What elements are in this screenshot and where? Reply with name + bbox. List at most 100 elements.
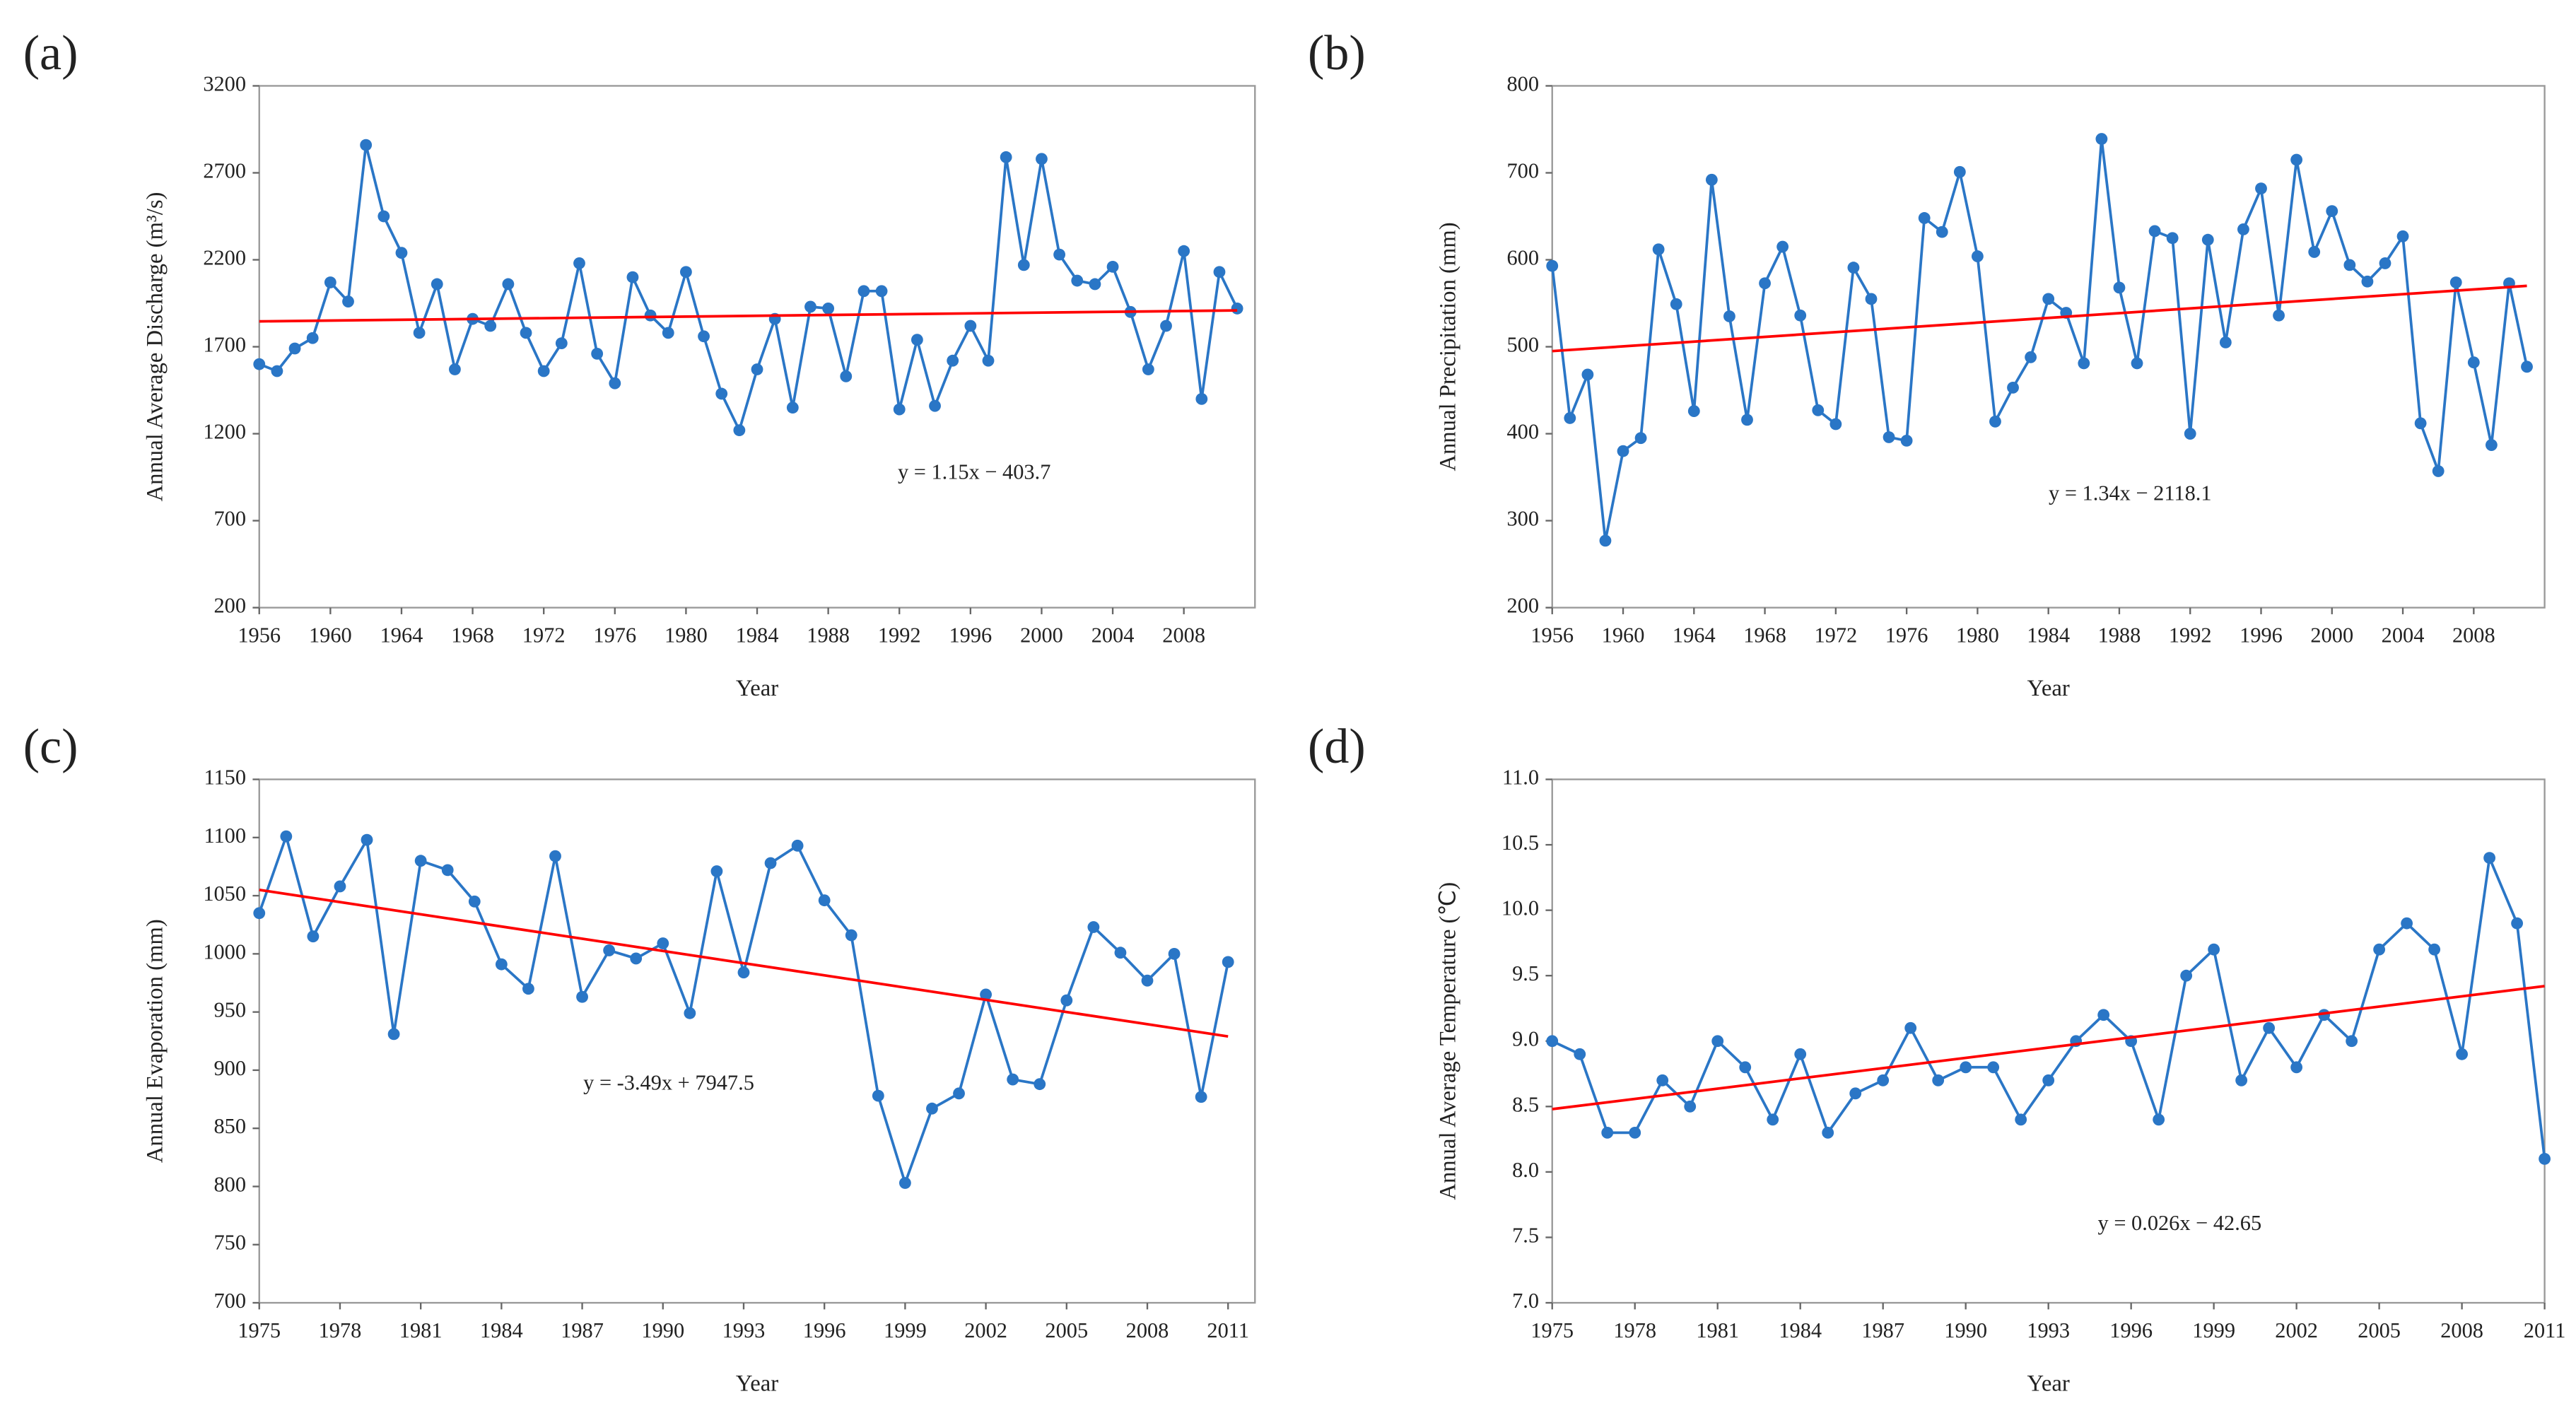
data-point bbox=[1601, 1126, 1614, 1139]
y-tick-label: 750 bbox=[214, 1231, 247, 1255]
data-point bbox=[1822, 1126, 1834, 1139]
data-point bbox=[2401, 917, 2413, 930]
data-point bbox=[2511, 917, 2524, 930]
data-point bbox=[2485, 439, 2498, 451]
data-point bbox=[555, 337, 568, 350]
data-point bbox=[1687, 405, 1700, 417]
data-point bbox=[2237, 223, 2249, 235]
data-point bbox=[872, 1089, 884, 1102]
data-point bbox=[2235, 1074, 2248, 1086]
data-point bbox=[1178, 245, 1190, 257]
data-point bbox=[893, 403, 906, 416]
trend-equation: y = -3.49x + 7947.5 bbox=[583, 1071, 754, 1095]
x-tick-label: 1976 bbox=[1885, 623, 1928, 648]
data-point bbox=[2290, 1061, 2303, 1074]
x-axis-title: Year bbox=[2027, 1371, 2070, 1396]
x-tick-label: 1964 bbox=[1673, 623, 1716, 648]
data-point bbox=[1829, 418, 1842, 430]
data-point bbox=[684, 1007, 696, 1019]
x-tick-label: 2008 bbox=[2452, 623, 2495, 648]
data-point bbox=[845, 929, 857, 942]
data-point bbox=[679, 266, 692, 279]
x-tick-label: 2004 bbox=[2382, 623, 2425, 648]
x-tick-label: 1981 bbox=[399, 1318, 443, 1342]
trend-equation: y = 1.15x − 403.7 bbox=[898, 459, 1050, 484]
data-point bbox=[2290, 153, 2303, 166]
data-point bbox=[1847, 262, 1860, 274]
data-point bbox=[2373, 943, 2386, 956]
x-axis-title: Year bbox=[2027, 676, 2070, 701]
data-point bbox=[857, 285, 870, 298]
x-tick-label: 2011 bbox=[1207, 1318, 1249, 1342]
x-tick-label: 1996 bbox=[803, 1318, 846, 1342]
data-point bbox=[2539, 1152, 2551, 1165]
y-tick-label: 950 bbox=[214, 998, 247, 1022]
data-point bbox=[414, 855, 427, 867]
data-point bbox=[1564, 412, 1576, 424]
data-point bbox=[1741, 414, 1753, 426]
x-tick-label: 1992 bbox=[878, 623, 921, 648]
y-tick-label: 1200 bbox=[203, 420, 246, 444]
data-point bbox=[1546, 259, 1559, 272]
data-point bbox=[2166, 232, 2179, 245]
y-tick-label: 200 bbox=[1507, 594, 1540, 618]
panel-label: (b) bbox=[1308, 26, 1366, 81]
data-point bbox=[2180, 969, 2193, 982]
data-point bbox=[1794, 309, 1807, 322]
x-tick-label: 2008 bbox=[2440, 1318, 2483, 1342]
data-point bbox=[2343, 259, 2356, 271]
x-tick-label: 1981 bbox=[1696, 1318, 1739, 1342]
data-point bbox=[2432, 465, 2445, 477]
data-point bbox=[1231, 302, 1243, 315]
x-tick-label: 1987 bbox=[561, 1318, 604, 1342]
x-tick-label: 1956 bbox=[238, 623, 281, 648]
data-point bbox=[737, 966, 750, 979]
data-point bbox=[288, 342, 301, 355]
data-point bbox=[253, 358, 266, 370]
x-tick-label: 1999 bbox=[884, 1318, 927, 1342]
data-point bbox=[2131, 357, 2143, 370]
trend-equation: y = 0.026x − 42.65 bbox=[2098, 1211, 2262, 1235]
data-point bbox=[1213, 266, 1226, 279]
data-point bbox=[2153, 1113, 2165, 1126]
data-point bbox=[502, 278, 515, 291]
y-tick-label: 9.0 bbox=[1512, 1027, 1539, 1051]
plot-frame bbox=[1551, 778, 2546, 1304]
data-point bbox=[2208, 943, 2220, 956]
data-point bbox=[361, 833, 373, 846]
data-point bbox=[980, 988, 993, 1001]
x-tick-label: 2000 bbox=[2310, 623, 2353, 648]
data-point bbox=[573, 257, 585, 269]
y-tick-label: 700 bbox=[214, 507, 247, 531]
data-point bbox=[1017, 259, 1030, 271]
x-tick-label: 2005 bbox=[2358, 1318, 2401, 1342]
x-tick-label: 1960 bbox=[1602, 623, 1645, 648]
data-point bbox=[822, 302, 835, 315]
y-axis-title: Annual Average Temperature (℃) bbox=[1435, 882, 1460, 1200]
data-point bbox=[413, 327, 426, 339]
x-tick-label: 2008 bbox=[1126, 1318, 1169, 1342]
y-tick-label: 850 bbox=[214, 1114, 247, 1138]
data-point bbox=[306, 332, 319, 344]
x-tick-label: 1987 bbox=[1861, 1318, 1904, 1342]
x-tick-label: 1984 bbox=[736, 623, 779, 648]
x-tick-label: 1990 bbox=[641, 1318, 684, 1342]
y-tick-label: 1150 bbox=[204, 766, 246, 790]
data-point bbox=[1114, 947, 1127, 959]
data-point bbox=[2308, 246, 2321, 258]
x-tick-label: 1996 bbox=[2109, 1318, 2153, 1342]
y-tick-label: 2200 bbox=[203, 245, 246, 269]
y-tick-label: 2700 bbox=[203, 158, 246, 182]
y-tick-label: 1000 bbox=[203, 939, 246, 963]
data-point bbox=[1087, 921, 1100, 933]
data-point bbox=[1918, 212, 1931, 224]
y-tick-label: 600 bbox=[1507, 245, 1540, 269]
data-point bbox=[1767, 1113, 1779, 1126]
x-tick-label: 1988 bbox=[2098, 623, 2141, 648]
data-point bbox=[644, 309, 657, 322]
data-point bbox=[1106, 260, 1119, 273]
data-point bbox=[342, 295, 354, 307]
data-point bbox=[1656, 1074, 1669, 1086]
data-point bbox=[603, 944, 616, 956]
